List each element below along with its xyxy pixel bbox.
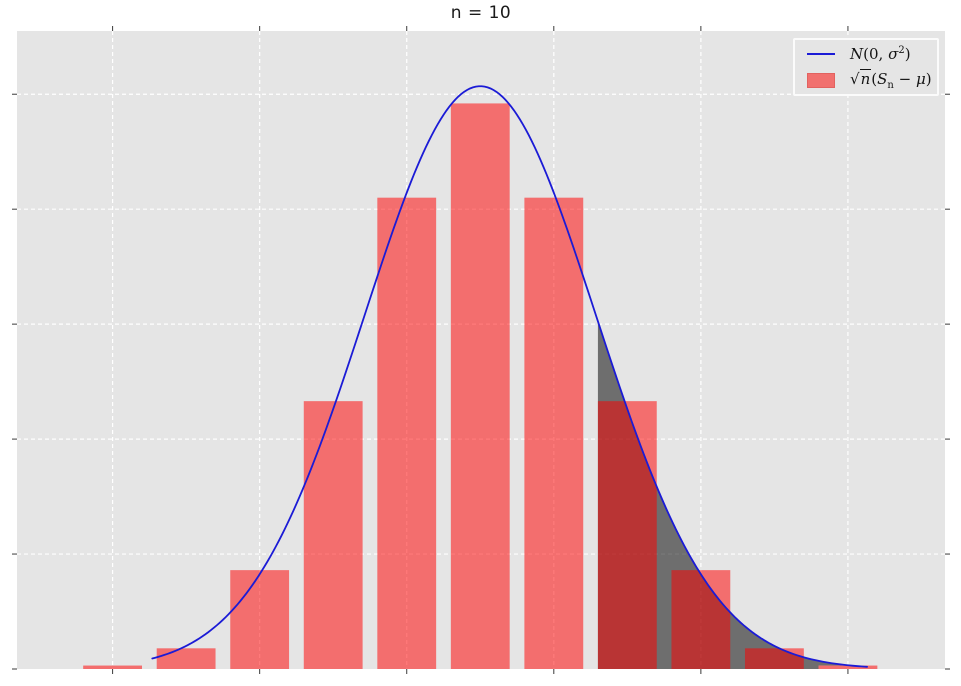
legend-sample-S: S [877,69,888,88]
histogram-bar [597,401,657,669]
legend-sample-n: n [859,68,872,88]
legend-sample-sub: n [887,79,894,91]
legend-label-sample: √n(Sn − μ) [850,68,932,91]
normal-curve [151,85,868,668]
legend-sample-minus: − [893,69,916,88]
legend-sample-mu: μ [915,69,926,88]
blue-line-icon [807,53,835,55]
legend-normal-sigma: σ [888,45,899,63]
histogram-bar [524,197,584,669]
histogram-bar [303,401,363,669]
legend-label-normal: N(0, σ2) [850,45,911,63]
legend-item-histogram: √n(Sn − μ) [807,68,937,91]
legend-normal-open: (0, [863,45,889,63]
histogram-bar [744,648,804,669]
histogram-bar [230,570,290,669]
red-patch-icon [807,72,835,88]
legend-line-sample [807,53,835,55]
legend-sample-sqrt: √ [850,69,860,88]
histogram-bar [671,570,731,669]
legend: N(0, σ2) √n(Sn − μ) [793,38,939,96]
chart-title: n = 10 [450,3,512,23]
tail-shade-region [597,321,848,669]
histogram-bar [818,665,878,669]
histogram-bar [450,103,510,670]
legend-normal-close: ) [904,45,911,63]
histogram-bar [377,197,437,669]
legend-patch-sample [807,72,835,88]
legend-item-normal-curve: N(0, σ2) [807,43,937,65]
legend-sample-close: ) [925,69,932,88]
histogram-bar [156,648,216,669]
legend-normal-exp: 2 [898,45,905,56]
legend-sample-open: ( [871,69,878,88]
legend-normal-N: N [850,45,864,63]
histogram-bar [83,665,143,669]
